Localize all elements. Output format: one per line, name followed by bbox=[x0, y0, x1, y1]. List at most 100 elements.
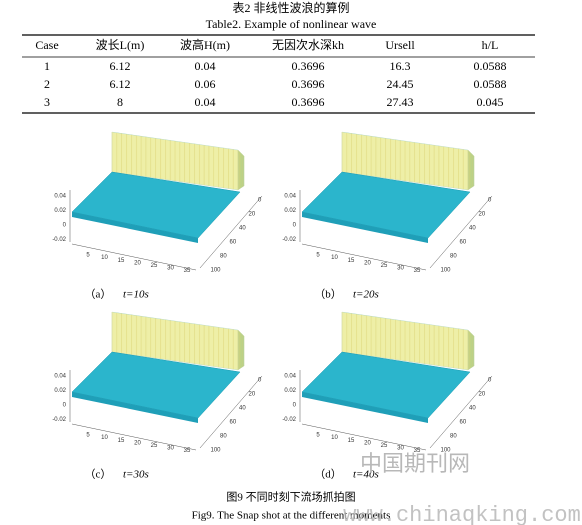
y-tick-label: 0 bbox=[258, 198, 262, 204]
axis-line bbox=[301, 243, 427, 271]
x-tick-label: 15 bbox=[348, 438, 355, 444]
water-plane bbox=[301, 171, 471, 239]
z-tick-label: -0.02 bbox=[52, 417, 66, 423]
y-tick-label: 80 bbox=[450, 434, 457, 440]
z-tick-label: 0.02 bbox=[54, 388, 66, 394]
x-tick-label: 25 bbox=[381, 263, 388, 269]
table-cell: 16.3 bbox=[390, 59, 411, 73]
x-tick-label: 35 bbox=[414, 268, 421, 274]
axis-line bbox=[301, 423, 427, 451]
x-tick-label: 25 bbox=[151, 443, 158, 449]
table-header: Ursell bbox=[385, 38, 415, 52]
table-cell: 0.3696 bbox=[292, 77, 325, 91]
y-tick-label: 60 bbox=[460, 420, 467, 426]
table-cell: 0.0588 bbox=[474, 77, 507, 91]
water-edge bbox=[302, 212, 428, 243]
surface-plot: 0.04 0.02 0 -0.02 5 10 15 20 25 30 35 0 20 40 60 80 100 （… bbox=[52, 131, 263, 301]
y-tick-label: 80 bbox=[220, 254, 227, 260]
x-tick-label: 10 bbox=[331, 435, 338, 441]
figure-caption-en: Fig9. The Snap shot at the different mom… bbox=[192, 510, 391, 522]
subfigure-time: t=10s bbox=[123, 289, 149, 301]
x-tick-label: 10 bbox=[101, 255, 108, 261]
table-header: 波长L(m) bbox=[96, 38, 145, 52]
y-tick-label: 0 bbox=[258, 378, 262, 384]
y-tick-label: 40 bbox=[469, 406, 476, 412]
table-header: Case bbox=[35, 38, 58, 52]
x-tick-label: 20 bbox=[134, 260, 141, 266]
y-tick-label: 40 bbox=[239, 226, 246, 232]
table-cell: 24.45 bbox=[387, 77, 414, 91]
table-cell: 0.04 bbox=[195, 59, 216, 73]
y-tick-label: 80 bbox=[450, 254, 457, 260]
subfigure-label: （a） bbox=[85, 288, 112, 301]
subfigure-label: （b） bbox=[314, 288, 342, 301]
y-tick-label: 20 bbox=[479, 392, 486, 398]
table-header: 波高H(m) bbox=[180, 37, 230, 52]
x-tick-label: 15 bbox=[118, 258, 125, 264]
z-tick-label: 0 bbox=[63, 223, 67, 229]
surface-plot: 0.04 0.02 0 -0.02 5 10 15 20 25 30 35 0 20 40 60 80 100 （… bbox=[282, 311, 493, 481]
y-tick-label: 100 bbox=[441, 448, 452, 454]
water-plane bbox=[71, 171, 241, 239]
x-tick-label: 10 bbox=[101, 435, 108, 441]
y-tick-label: 100 bbox=[211, 448, 222, 454]
axis-line bbox=[429, 375, 493, 449]
z-tick-label: 0 bbox=[293, 223, 297, 229]
z-tick-label: -0.02 bbox=[52, 237, 66, 243]
y-tick-label: 40 bbox=[469, 226, 476, 232]
table-cell: 6.12 bbox=[110, 59, 131, 73]
table-cell: 0.3696 bbox=[292, 59, 325, 73]
table-cell: 0.06 bbox=[195, 77, 216, 91]
z-tick-label: 0.02 bbox=[54, 208, 66, 214]
y-tick-label: 80 bbox=[220, 434, 227, 440]
subfigure-label: （c） bbox=[85, 468, 112, 481]
subfigure-label: （d） bbox=[314, 468, 342, 481]
x-tick-label: 30 bbox=[397, 446, 404, 452]
y-tick-label: 0 bbox=[488, 378, 492, 384]
table-header: h/L bbox=[482, 38, 499, 52]
table-cell: 27.43 bbox=[387, 95, 414, 109]
table-header: 无因次水深kh bbox=[272, 38, 344, 52]
x-tick-label: 30 bbox=[167, 266, 174, 272]
x-tick-label: 35 bbox=[184, 448, 191, 454]
water-edge bbox=[72, 212, 198, 243]
subfigure-time: t=20s bbox=[353, 289, 379, 301]
x-tick-label: 35 bbox=[414, 448, 421, 454]
x-tick-label: 15 bbox=[118, 438, 125, 444]
x-tick-label: 5 bbox=[86, 433, 90, 439]
z-tick-label: 0.02 bbox=[284, 208, 296, 214]
axis-line bbox=[199, 195, 263, 269]
table-cell: 2 bbox=[44, 77, 50, 91]
water-edge bbox=[302, 392, 428, 423]
x-tick-label: 10 bbox=[331, 255, 338, 261]
y-tick-label: 20 bbox=[249, 392, 256, 398]
surface-plot: 0.04 0.02 0 -0.02 5 10 15 20 25 30 35 0 20 40 60 80 100 （… bbox=[52, 311, 263, 481]
x-tick-label: 5 bbox=[86, 253, 90, 259]
x-tick-label: 35 bbox=[184, 268, 191, 274]
x-tick-label: 5 bbox=[316, 253, 320, 259]
z-tick-label: 0 bbox=[63, 403, 67, 409]
x-tick-label: 5 bbox=[316, 433, 320, 439]
z-tick-label: 0.04 bbox=[284, 374, 296, 380]
table-cell: 0.04 bbox=[195, 95, 216, 109]
y-tick-label: 60 bbox=[460, 240, 467, 246]
z-tick-label: -0.02 bbox=[282, 417, 296, 423]
x-tick-label: 15 bbox=[348, 258, 355, 264]
axis-line bbox=[429, 195, 493, 269]
table-cell: 6.12 bbox=[110, 77, 131, 91]
y-tick-label: 20 bbox=[249, 212, 256, 218]
axis-line bbox=[71, 423, 197, 451]
watermark-url: www.chinaqking.com bbox=[343, 503, 581, 525]
y-tick-label: 40 bbox=[239, 406, 246, 412]
water-plane bbox=[301, 351, 471, 419]
watermark-cn: 中国期刊网 bbox=[360, 451, 470, 476]
x-tick-label: 30 bbox=[397, 266, 404, 272]
x-tick-label: 20 bbox=[364, 440, 371, 446]
axis-line bbox=[199, 375, 263, 449]
surface-plot: 0.04 0.02 0 -0.02 5 10 15 20 25 30 35 0 20 40 60 80 100 （… bbox=[282, 131, 493, 301]
figure-caption-cn: 图9 不同时刻下流场抓拍图 bbox=[226, 490, 355, 504]
x-tick-label: 25 bbox=[381, 443, 388, 449]
table-cell: 0.045 bbox=[477, 95, 504, 109]
z-tick-label: 0 bbox=[293, 403, 297, 409]
